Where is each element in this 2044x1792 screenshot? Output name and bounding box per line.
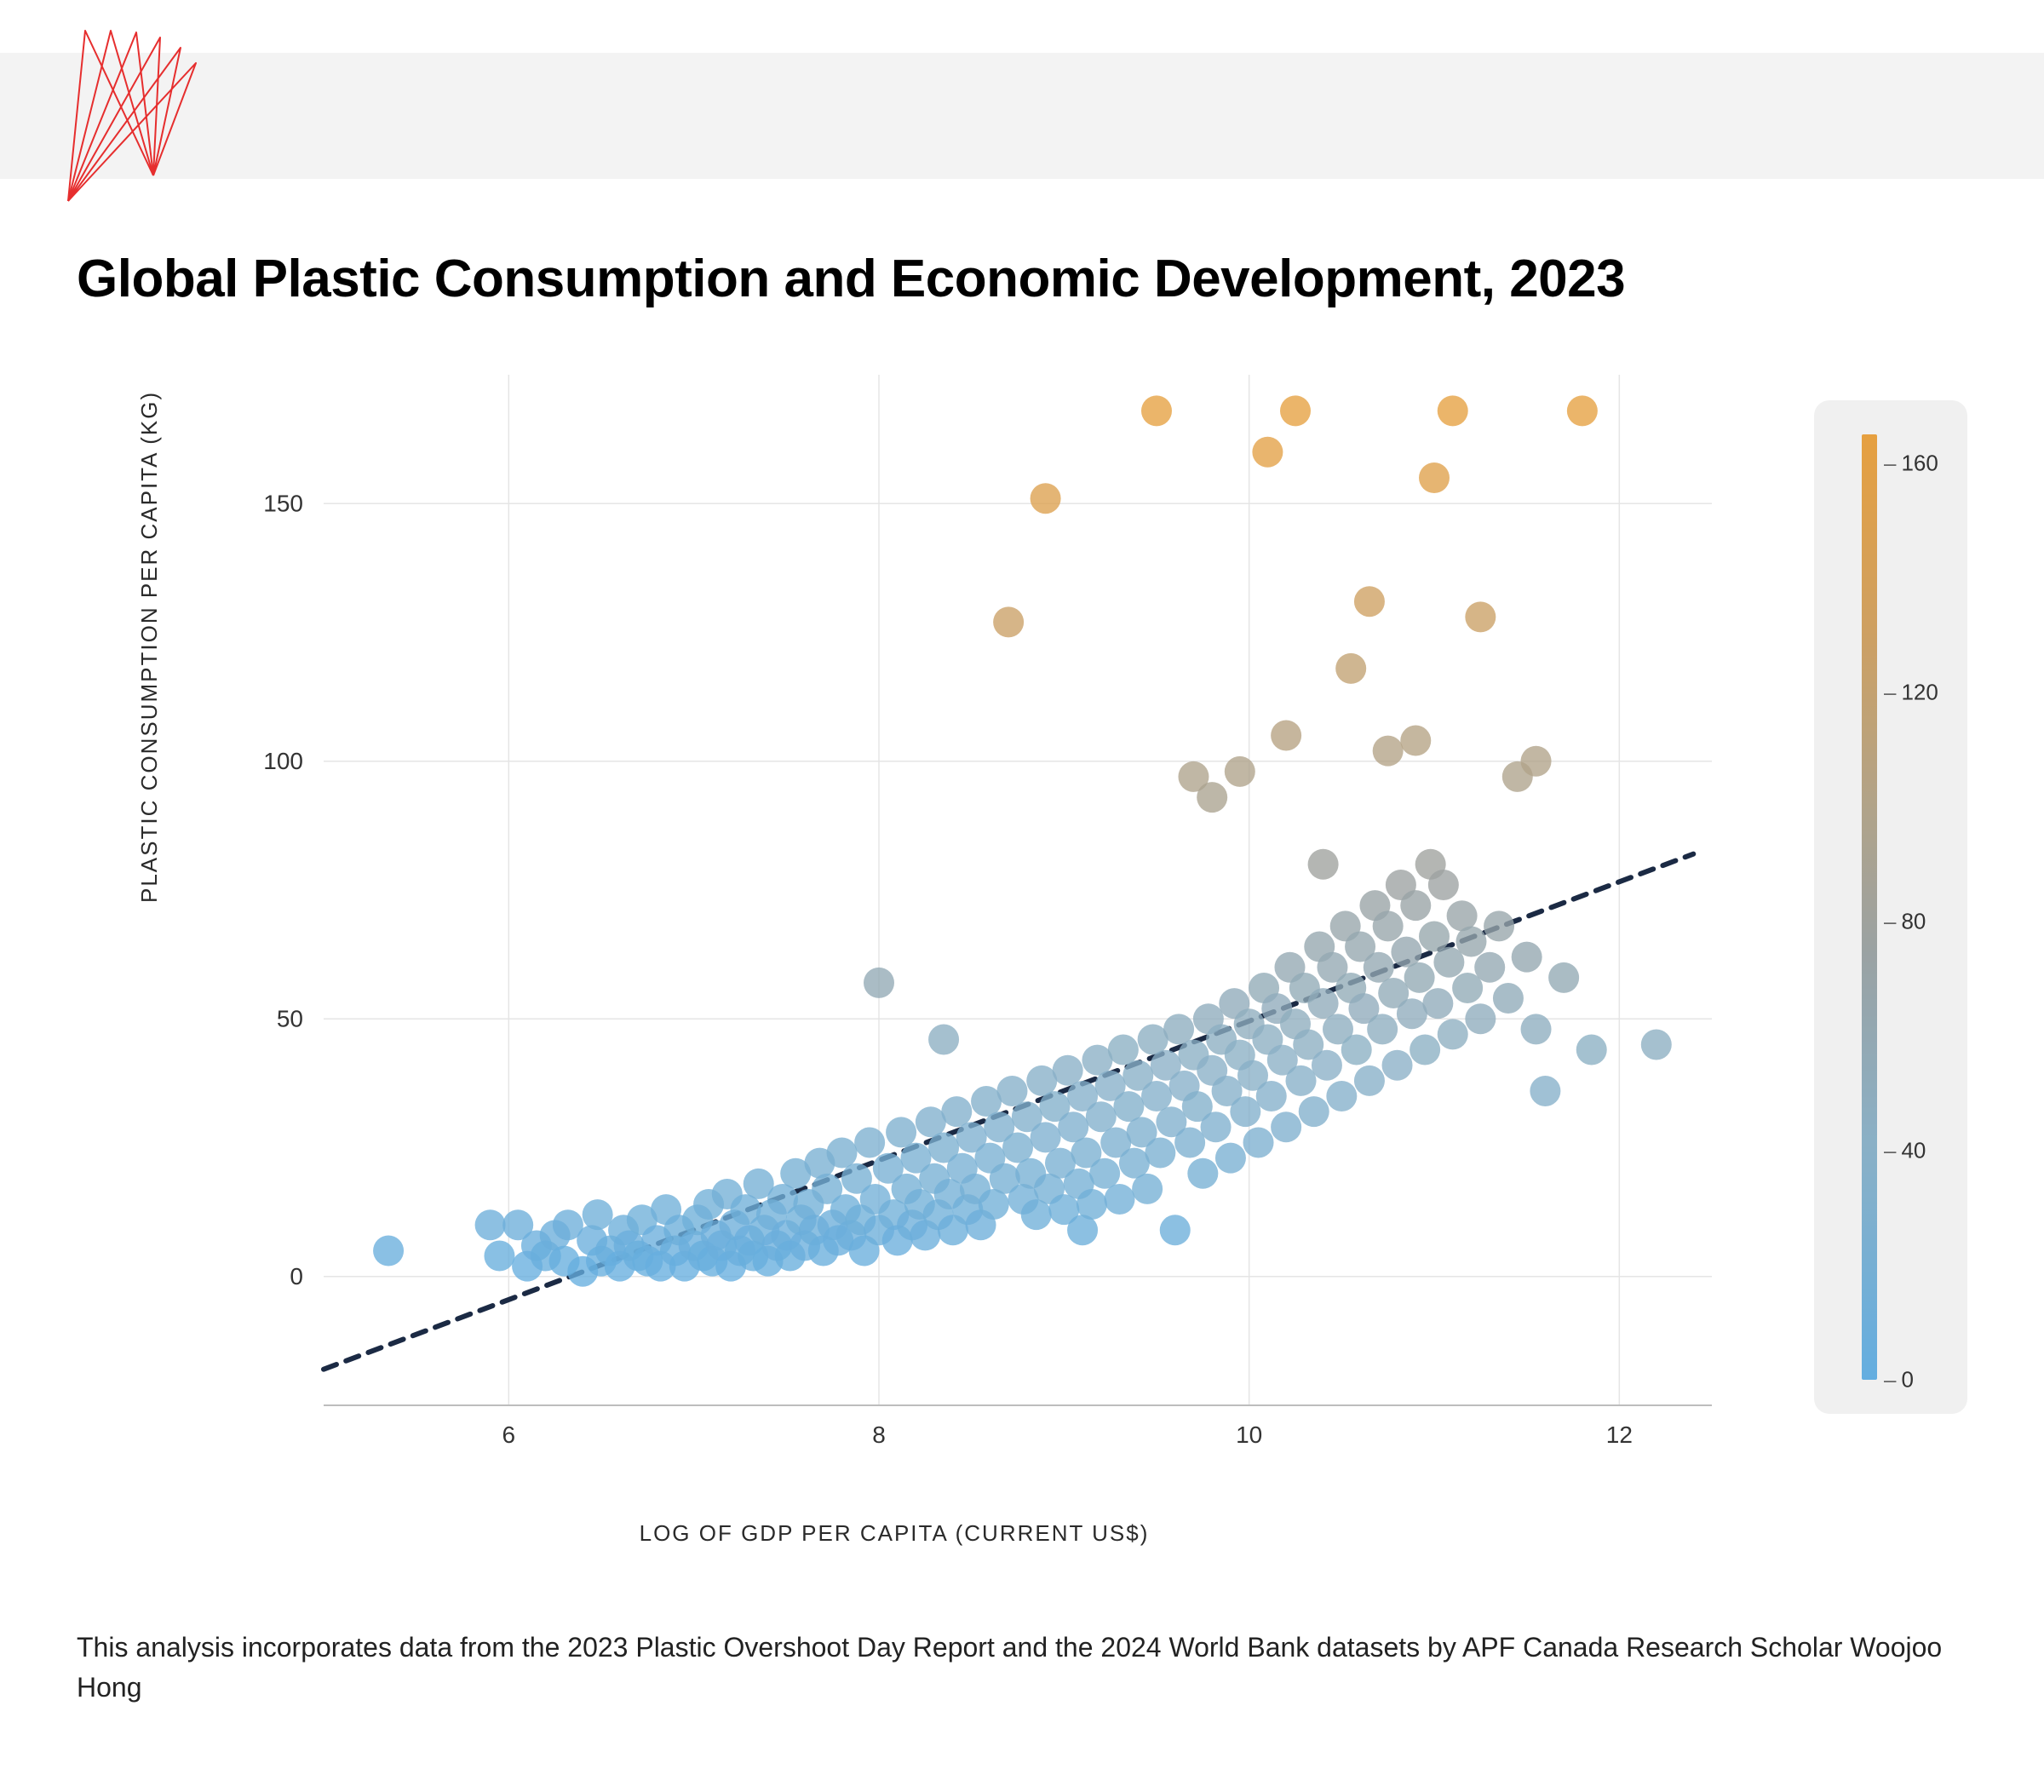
y-axis-label: PLASTIC CONSUMPTION PER CAPITA (KG)	[136, 391, 163, 903]
svg-text:50: 50	[277, 1005, 303, 1031]
svg-text:100: 100	[263, 748, 303, 774]
svg-text:10: 10	[1236, 1422, 1262, 1448]
colorbar-gradient	[1862, 434, 1877, 1380]
colorbar-tick: 80	[1884, 908, 1926, 934]
header-band	[0, 53, 2044, 179]
svg-text:6: 6	[502, 1422, 516, 1448]
scatter-chart: 681012050100150 PLASTIC CONSUMPTION PER …	[77, 358, 1967, 1584]
colorbar-tick: 120	[1884, 679, 1938, 705]
colorbar-tick: 160	[1884, 450, 1938, 476]
page-title: Global Plastic Consumption and Economic …	[77, 249, 1625, 309]
colorbar: 04080120160 CONSUMPTION LEVELS	[1814, 400, 1967, 1414]
brand-logo	[51, 22, 247, 218]
plot-svg: 6 8 10 12 0 50 100 150	[77, 358, 1754, 1482]
svg-text:150: 150	[263, 490, 303, 516]
colorbar-tick: 40	[1884, 1137, 1926, 1163]
svg-text:12: 12	[1606, 1422, 1633, 1448]
x-axis-label: LOG OF GDP PER CAPITA (CURRENT US$)	[77, 1520, 1712, 1547]
footnote: This analysis incorporates data from the…	[77, 1628, 1967, 1707]
svg-text:8: 8	[872, 1422, 886, 1448]
colorbar-tick: 0	[1884, 1367, 1914, 1393]
svg-text:0: 0	[290, 1263, 303, 1289]
